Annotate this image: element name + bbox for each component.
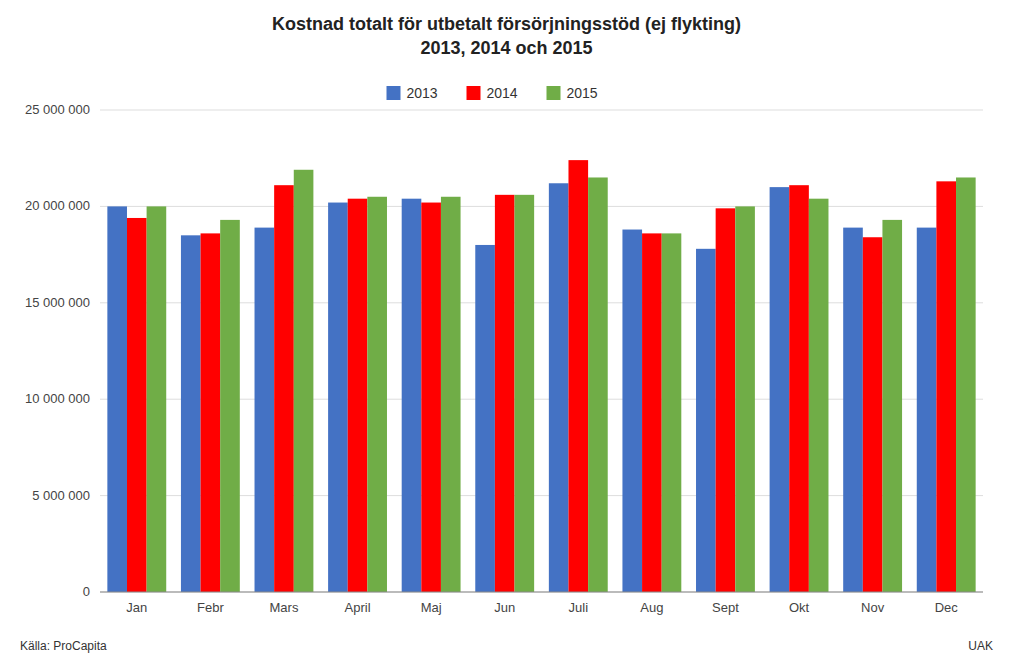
x-tick-label: Sept [712, 600, 739, 615]
footnote: Källa: ProCapita [20, 639, 107, 653]
x-tick-label: Jun [494, 600, 515, 615]
bar [956, 177, 976, 592]
x-tick-label: Juli [569, 600, 589, 615]
chart: Kostnad totalt för utbetalt försörjnings… [0, 0, 1013, 662]
bar [274, 185, 294, 592]
y-tick-label: 20 000 000 [25, 198, 90, 213]
bar [716, 208, 736, 592]
bar [882, 220, 902, 592]
legend-swatch [467, 86, 481, 100]
bar [515, 195, 535, 592]
bar [696, 249, 716, 592]
bar [328, 203, 348, 592]
background [0, 0, 1013, 662]
x-tick-label: Febr [197, 600, 224, 615]
bar [107, 206, 127, 592]
x-tick-label: Aug [640, 600, 663, 615]
bar [936, 181, 956, 592]
bar [495, 195, 515, 592]
x-tick-label: Dec [935, 600, 959, 615]
y-tick-label: 25 000 000 [25, 102, 90, 117]
legend: 2013 2014 2015 [387, 85, 598, 101]
bar [770, 187, 790, 592]
x-axis-line [100, 592, 983, 593]
bar [421, 203, 441, 592]
bar [588, 177, 608, 592]
x-tick-label: Nov [861, 600, 885, 615]
bar [367, 197, 387, 592]
bar [475, 245, 495, 592]
bar [917, 228, 937, 592]
bar [147, 206, 167, 592]
x-tick-label: Jan [126, 600, 147, 615]
bar [809, 199, 829, 592]
bar [294, 170, 314, 592]
y-tick-label: 15 000 000 [25, 295, 90, 310]
legend-label: 2015 [567, 85, 598, 101]
bar [789, 185, 809, 592]
bar [549, 183, 569, 592]
legend-swatch [387, 86, 401, 100]
bar [201, 233, 221, 592]
x-tick-label: Okt [789, 600, 810, 615]
y-tick-label: 10 000 000 [25, 391, 90, 406]
title: Kostnad totalt för utbetalt försörjnings… [272, 14, 741, 34]
subtitle: 2013, 2014 och 2015 [420, 38, 592, 58]
y-axis: 0 5 000 000 10 000 000 15 000 000 20 000 000… [25, 102, 983, 599]
bar [642, 233, 662, 592]
grid-line [100, 206, 983, 207]
x-axis: Jan Febr Mars April Maj Jun Juli Aug Sept Okt Nov D… [126, 600, 958, 615]
bars [107, 160, 975, 592]
x-tick-label: Mars [270, 600, 299, 615]
footnote: UAK [968, 639, 993, 653]
x-tick-label: April [345, 600, 371, 615]
bar [402, 199, 422, 592]
bar [220, 220, 240, 592]
bar [255, 228, 275, 592]
bar [662, 233, 682, 592]
bar [622, 230, 642, 592]
bar [181, 235, 201, 592]
grid-line [100, 110, 983, 111]
x-tick-label: Maj [421, 600, 442, 615]
grid-line [100, 592, 983, 593]
y-tick-label: 0 [83, 584, 90, 599]
bar [735, 206, 755, 592]
bar [127, 218, 147, 592]
bar [348, 199, 368, 592]
bar [441, 197, 461, 592]
bar [843, 228, 863, 592]
y-tick-label: 5 000 000 [32, 488, 90, 503]
legend-swatch [547, 86, 561, 100]
bar [863, 237, 883, 592]
legend-label: 2014 [487, 85, 518, 101]
legend-label: 2013 [407, 85, 438, 101]
bar [568, 160, 588, 592]
